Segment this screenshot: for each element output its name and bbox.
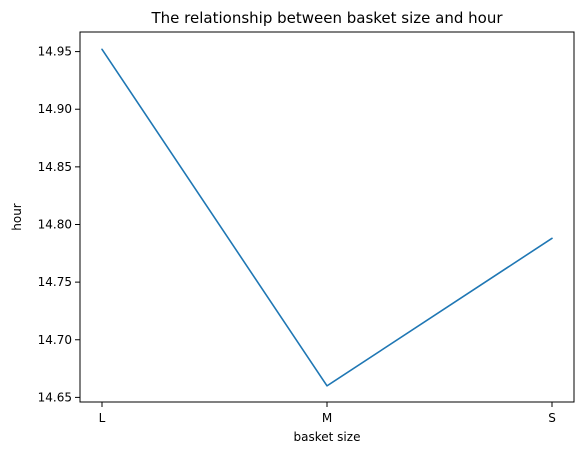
y-tick-label: 14.95 <box>38 45 72 59</box>
y-axis: 14.65 14.70 14.75 14.80 14.85 14.90 14.95 <box>38 45 80 404</box>
y-tick-label: 14.90 <box>38 102 72 116</box>
x-tick-label: M <box>322 411 332 425</box>
x-tick-label: L <box>99 411 106 425</box>
y-tick-label: 14.75 <box>38 275 72 289</box>
y-tick-label: 14.80 <box>38 217 72 231</box>
x-tick-label: S <box>548 411 556 425</box>
y-tick-label: 14.65 <box>38 390 72 404</box>
y-tick-label: 14.85 <box>38 160 72 174</box>
series-layer <box>101 48 553 387</box>
y-axis-label: hour <box>10 203 24 231</box>
chart-title: The relationship between basket size and… <box>151 9 504 27</box>
y-tick-label: 14.70 <box>38 333 72 347</box>
series-line <box>101 48 553 387</box>
x-axis-label: basket size <box>294 430 361 444</box>
plot-area <box>79 31 575 403</box>
